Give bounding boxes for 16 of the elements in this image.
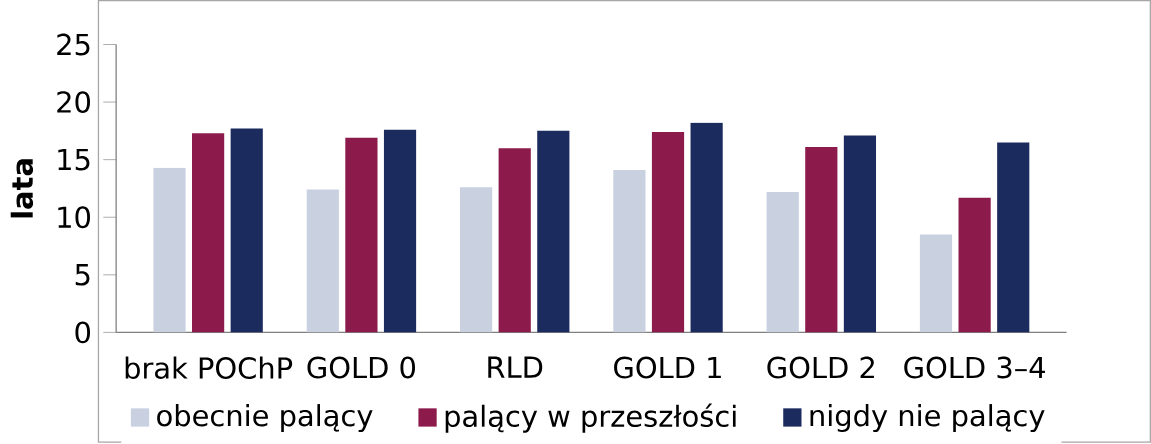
legend-label: nigdy nie palący: [810, 403, 1045, 432]
x-tick-label: brak POChP: [125, 356, 293, 379]
x-tick-label: GOLD 1: [614, 356, 721, 379]
legend-label: obecnie palący: [157, 403, 373, 432]
y-tick-label: 15: [58, 148, 90, 171]
y-tick-label: 10: [58, 206, 91, 228]
y-tick-label: 20: [57, 90, 91, 113]
x-tick-label: GOLD 0: [307, 356, 416, 379]
y-axis-title: lata: [10, 159, 34, 218]
x-tick-label: GOLD 3–4: [904, 356, 1045, 379]
y-tick-label: 0: [75, 321, 91, 344]
legend-label: palący w przeszłości: [445, 403, 736, 433]
x-tick-label: GOLD 2: [767, 356, 874, 379]
y-tick-label: 5: [75, 263, 90, 286]
x-tick-label: RLD: [488, 356, 543, 378]
y-tick-label: 25: [57, 33, 90, 56]
